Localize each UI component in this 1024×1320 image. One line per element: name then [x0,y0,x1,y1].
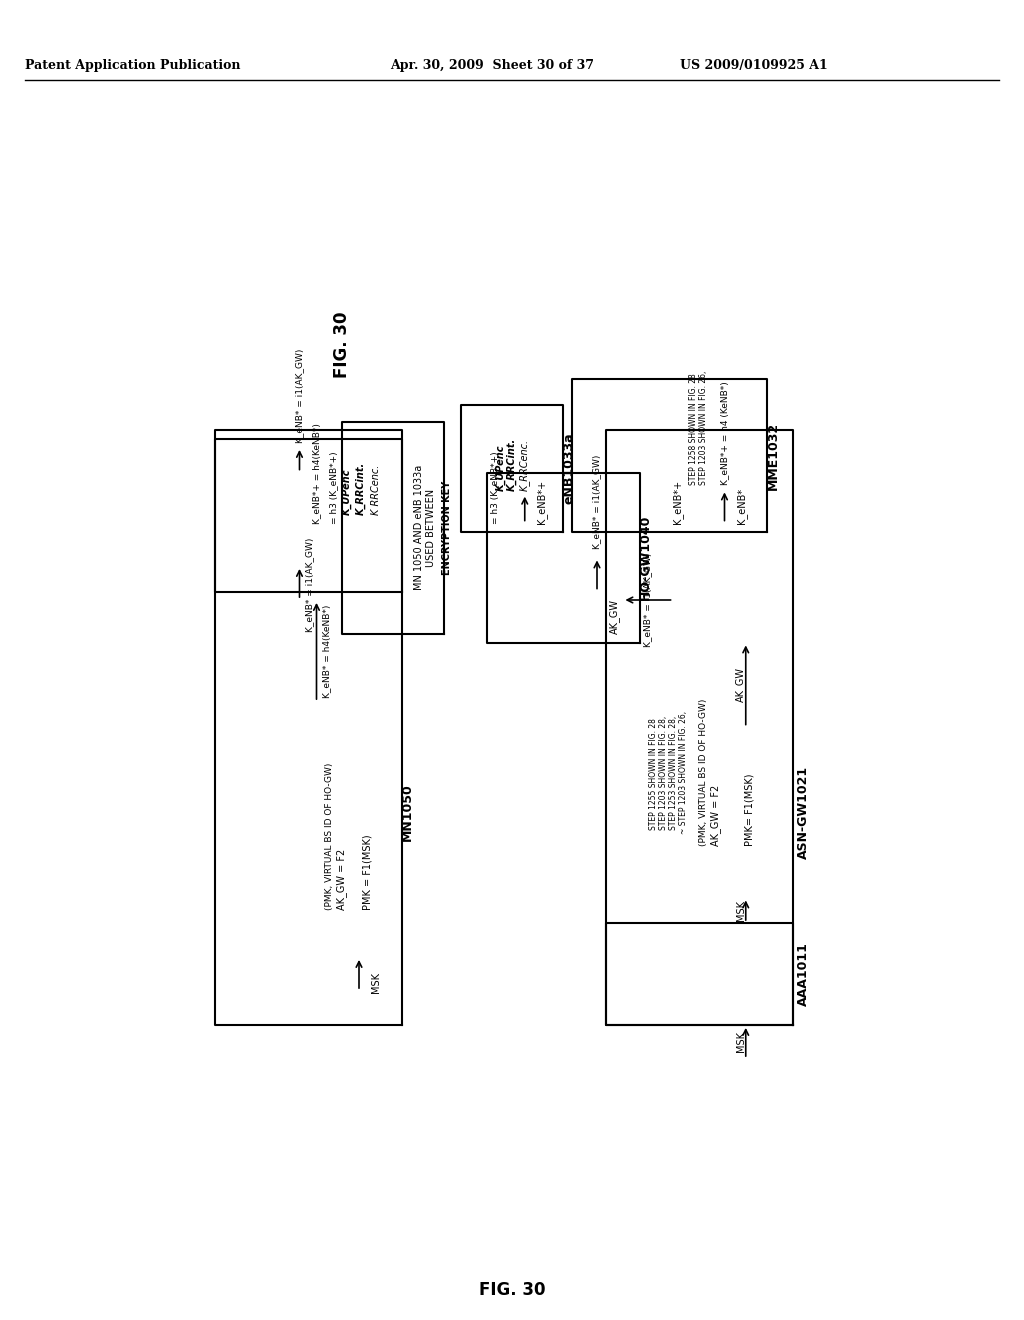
Text: AK_GW = F2: AK_GW = F2 [337,849,347,911]
Text: K_UPenc: K_UPenc [342,469,352,515]
Text: USED BETWEEN: USED BETWEEN [426,488,436,566]
Text: (PMK, VIRTUAL BS ID OF HO-GW): (PMK, VIRTUAL BS ID OF HO-GW) [698,700,708,846]
Text: K_eNB* = i1(AK_GW): K_eNB* = i1(AK_GW) [295,348,304,442]
Text: K_eNB*+ = h4(KeNB*): K_eNB*+ = h4(KeNB*) [312,422,321,524]
Text: MSK: MSK [371,972,381,993]
Text: = h3 (K_eNB*+): = h3 (K_eNB*+) [490,451,500,524]
Text: K RRCenc.: K RRCenc. [371,465,381,515]
Text: STEP 1253 SHOWN IN FIG. 28,: STEP 1253 SHOWN IN FIG. 28, [669,715,678,829]
Text: PMK = F1(MSK): PMK = F1(MSK) [362,834,373,911]
Text: STEP 1258 SHOWN IN FIG. 28: STEP 1258 SHOWN IN FIG. 28 [688,374,697,486]
Text: K_eNB* = i1(AK_GW): K_eNB* = i1(AK_GW) [643,553,652,647]
Text: MSK: MSK [736,900,745,921]
Text: US 2009/0109925 A1: US 2009/0109925 A1 [680,58,827,71]
Text: PMK= F1(MSK): PMK= F1(MSK) [745,774,755,846]
Text: K_eNB*+: K_eNB*+ [537,479,547,524]
Text: AAA1011: AAA1011 [797,942,810,1006]
Text: eNB1033a: eNB1033a [563,433,575,504]
Text: STEP 1203 SHOWN IN FIG. 26,: STEP 1203 SHOWN IN FIG. 26, [698,371,708,486]
Text: K_eNB* = i1(AK_GW): K_eNB* = i1(AK_GW) [593,454,601,549]
Text: AK_GW = F2: AK_GW = F2 [711,785,722,846]
Text: FIG. 30: FIG. 30 [333,312,351,379]
Text: ASN-GW1021: ASN-GW1021 [797,766,810,859]
Text: AK_GW: AK_GW [608,599,620,634]
Text: MN 1050 AND eNB 1033a: MN 1050 AND eNB 1033a [414,465,424,590]
Text: STEP 1255 SHOWN IN FIG. 28: STEP 1255 SHOWN IN FIG. 28 [648,718,657,829]
Text: K_RRCint.: K_RRCint. [507,438,517,491]
Text: K_eNB*+ = h4 (KeNB*): K_eNB*+ = h4 (KeNB*) [720,381,729,486]
Text: FIG. 30: FIG. 30 [479,1280,545,1299]
Text: MME1032: MME1032 [767,421,779,490]
Text: HO-GW1040: HO-GW1040 [639,515,652,601]
Text: K_eNB* = h4(KeNB*): K_eNB* = h4(KeNB*) [323,605,331,698]
Text: ENCRYPTION KEY: ENCRYPTION KEY [442,480,453,576]
Text: (PMK, VIRTUAL BS ID OF HO-GW): (PMK, VIRTUAL BS ID OF HO-GW) [325,763,334,911]
Text: AK_GW: AK_GW [735,668,745,702]
Text: = h3 (K_eNB*+): = h3 (K_eNB*+) [329,451,338,524]
Text: MN1050: MN1050 [401,784,415,841]
Text: MSK: MSK [736,1031,745,1052]
Text: K_RRCenc.: K_RRCenc. [519,440,530,491]
Text: K_eNB* = i1(AK_GW): K_eNB* = i1(AK_GW) [305,537,314,632]
Text: K_RRCint.: K_RRCint. [355,462,366,515]
Text: K_eNB*+: K_eNB*+ [673,479,683,524]
Text: STEP 1203 SHOWN IN FIG. 28,: STEP 1203 SHOWN IN FIG. 28, [658,715,668,829]
Text: K_UPenc: K_UPenc [496,445,506,491]
Text: Apr. 30, 2009  Sheet 30 of 37: Apr. 30, 2009 Sheet 30 of 37 [390,58,594,71]
Text: K_eNB*: K_eNB* [736,487,746,524]
Text: Patent Application Publication: Patent Application Publication [25,58,241,71]
Text: ~ STEP 1203 SHOWN IN FIG. 26,: ~ STEP 1203 SHOWN IN FIG. 26, [679,710,688,834]
